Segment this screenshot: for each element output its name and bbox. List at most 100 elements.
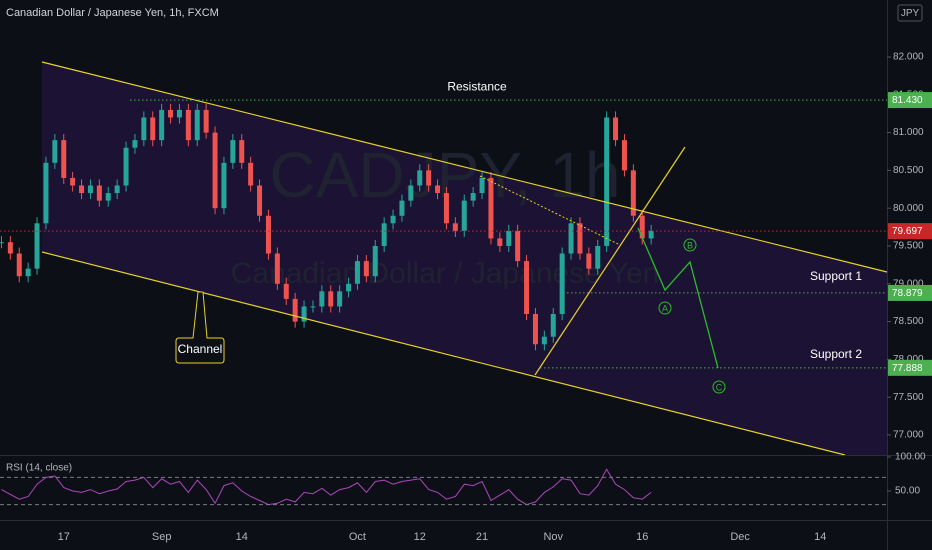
candle bbox=[96, 185, 102, 201]
candle bbox=[7, 242, 13, 254]
candle bbox=[541, 336, 547, 345]
candle bbox=[114, 185, 120, 194]
candle bbox=[621, 140, 627, 171]
candle bbox=[630, 170, 636, 216]
candle bbox=[328, 291, 334, 307]
y-tick-label: 80.000 bbox=[893, 203, 924, 214]
currency: JPY bbox=[901, 8, 920, 19]
candle bbox=[123, 147, 129, 186]
level-tag-label: 81.430 bbox=[892, 95, 923, 106]
candle bbox=[239, 140, 245, 163]
candle bbox=[550, 314, 556, 337]
candle bbox=[568, 223, 574, 254]
y-tick-label: 79.500 bbox=[893, 241, 924, 252]
currency-badge bbox=[897, 4, 923, 22]
y-tick-label: 50.00 bbox=[895, 486, 920, 497]
x-tick-label: 12 bbox=[414, 531, 426, 543]
x-tick-label: 14 bbox=[236, 531, 248, 543]
candle bbox=[274, 253, 280, 284]
candle bbox=[577, 223, 583, 254]
candle bbox=[185, 109, 191, 141]
y-tick-label: 100.00 bbox=[895, 452, 926, 463]
y-tick-label: 78.500 bbox=[893, 316, 924, 327]
candle bbox=[524, 261, 530, 315]
level-tag bbox=[888, 284, 932, 301]
candle bbox=[87, 185, 93, 194]
candle bbox=[488, 177, 494, 239]
candle bbox=[354, 261, 360, 284]
candle bbox=[497, 238, 503, 246]
candle bbox=[248, 162, 254, 186]
chart-title: Canadian Dollar / Japanese Yen, 1h, FXCM bbox=[6, 7, 219, 19]
level-tag-label: 77.888 bbox=[892, 363, 923, 374]
wave-label: C bbox=[716, 382, 723, 392]
candle bbox=[61, 140, 67, 178]
candle bbox=[586, 253, 592, 269]
candle bbox=[265, 215, 271, 254]
x-tick-label: 17 bbox=[58, 531, 70, 543]
candle bbox=[132, 140, 138, 148]
candle bbox=[426, 170, 432, 186]
candle bbox=[203, 109, 209, 133]
y-tick-label: 78.000 bbox=[893, 354, 924, 365]
candle bbox=[292, 298, 298, 322]
candle bbox=[372, 245, 378, 277]
y-tick-label: 79.000 bbox=[893, 278, 924, 289]
candle bbox=[604, 117, 610, 246]
y-tick-label: 77.500 bbox=[893, 392, 924, 403]
wave-path bbox=[637, 227, 719, 369]
x-tick-label: 14 bbox=[814, 531, 826, 543]
channel-lower bbox=[41, 251, 846, 456]
candle bbox=[613, 117, 619, 141]
wave-a: A bbox=[658, 301, 672, 315]
candle bbox=[221, 162, 227, 209]
candle bbox=[461, 200, 467, 231]
channel-callout bbox=[175, 291, 225, 364]
candle bbox=[381, 223, 387, 246]
candle bbox=[25, 268, 31, 277]
candle bbox=[319, 291, 325, 307]
candle bbox=[479, 177, 485, 194]
candle bbox=[435, 185, 441, 194]
candle bbox=[337, 291, 343, 307]
channel-label: Channel bbox=[178, 342, 223, 356]
x-tick-label: 21 bbox=[476, 531, 488, 543]
level-name: Support 2 bbox=[810, 347, 862, 361]
x-tick-label: Nov bbox=[543, 531, 563, 543]
candle bbox=[390, 215, 396, 224]
candle bbox=[283, 283, 289, 299]
candle bbox=[408, 185, 414, 201]
x-tick-label: Oct bbox=[349, 531, 366, 543]
candle bbox=[595, 245, 601, 269]
level-tag-label: 78.879 bbox=[892, 288, 923, 299]
rsi-line bbox=[1, 468, 652, 506]
candle bbox=[176, 109, 182, 118]
wave-b: B bbox=[683, 238, 697, 252]
candle bbox=[417, 170, 423, 186]
candle bbox=[532, 314, 538, 345]
candle bbox=[159, 109, 165, 141]
candle bbox=[230, 140, 236, 163]
candle bbox=[150, 117, 156, 141]
x-tick-label: Dec bbox=[730, 531, 750, 543]
channel-upper bbox=[41, 61, 888, 273]
candle bbox=[52, 140, 58, 163]
x-tick-label: 16 bbox=[636, 531, 648, 543]
candle bbox=[648, 230, 654, 239]
candle bbox=[506, 230, 512, 246]
candle bbox=[141, 117, 147, 141]
level-tag bbox=[888, 223, 932, 240]
candle bbox=[363, 261, 369, 277]
y-tick-label: 81.000 bbox=[893, 127, 924, 138]
candle bbox=[452, 223, 458, 231]
candle bbox=[168, 109, 174, 118]
candle bbox=[194, 109, 200, 141]
candle bbox=[43, 162, 49, 224]
candle bbox=[0, 242, 4, 244]
candle bbox=[310, 306, 316, 308]
wave-c: C bbox=[712, 380, 726, 394]
candle bbox=[470, 193, 476, 201]
candle bbox=[105, 193, 111, 201]
